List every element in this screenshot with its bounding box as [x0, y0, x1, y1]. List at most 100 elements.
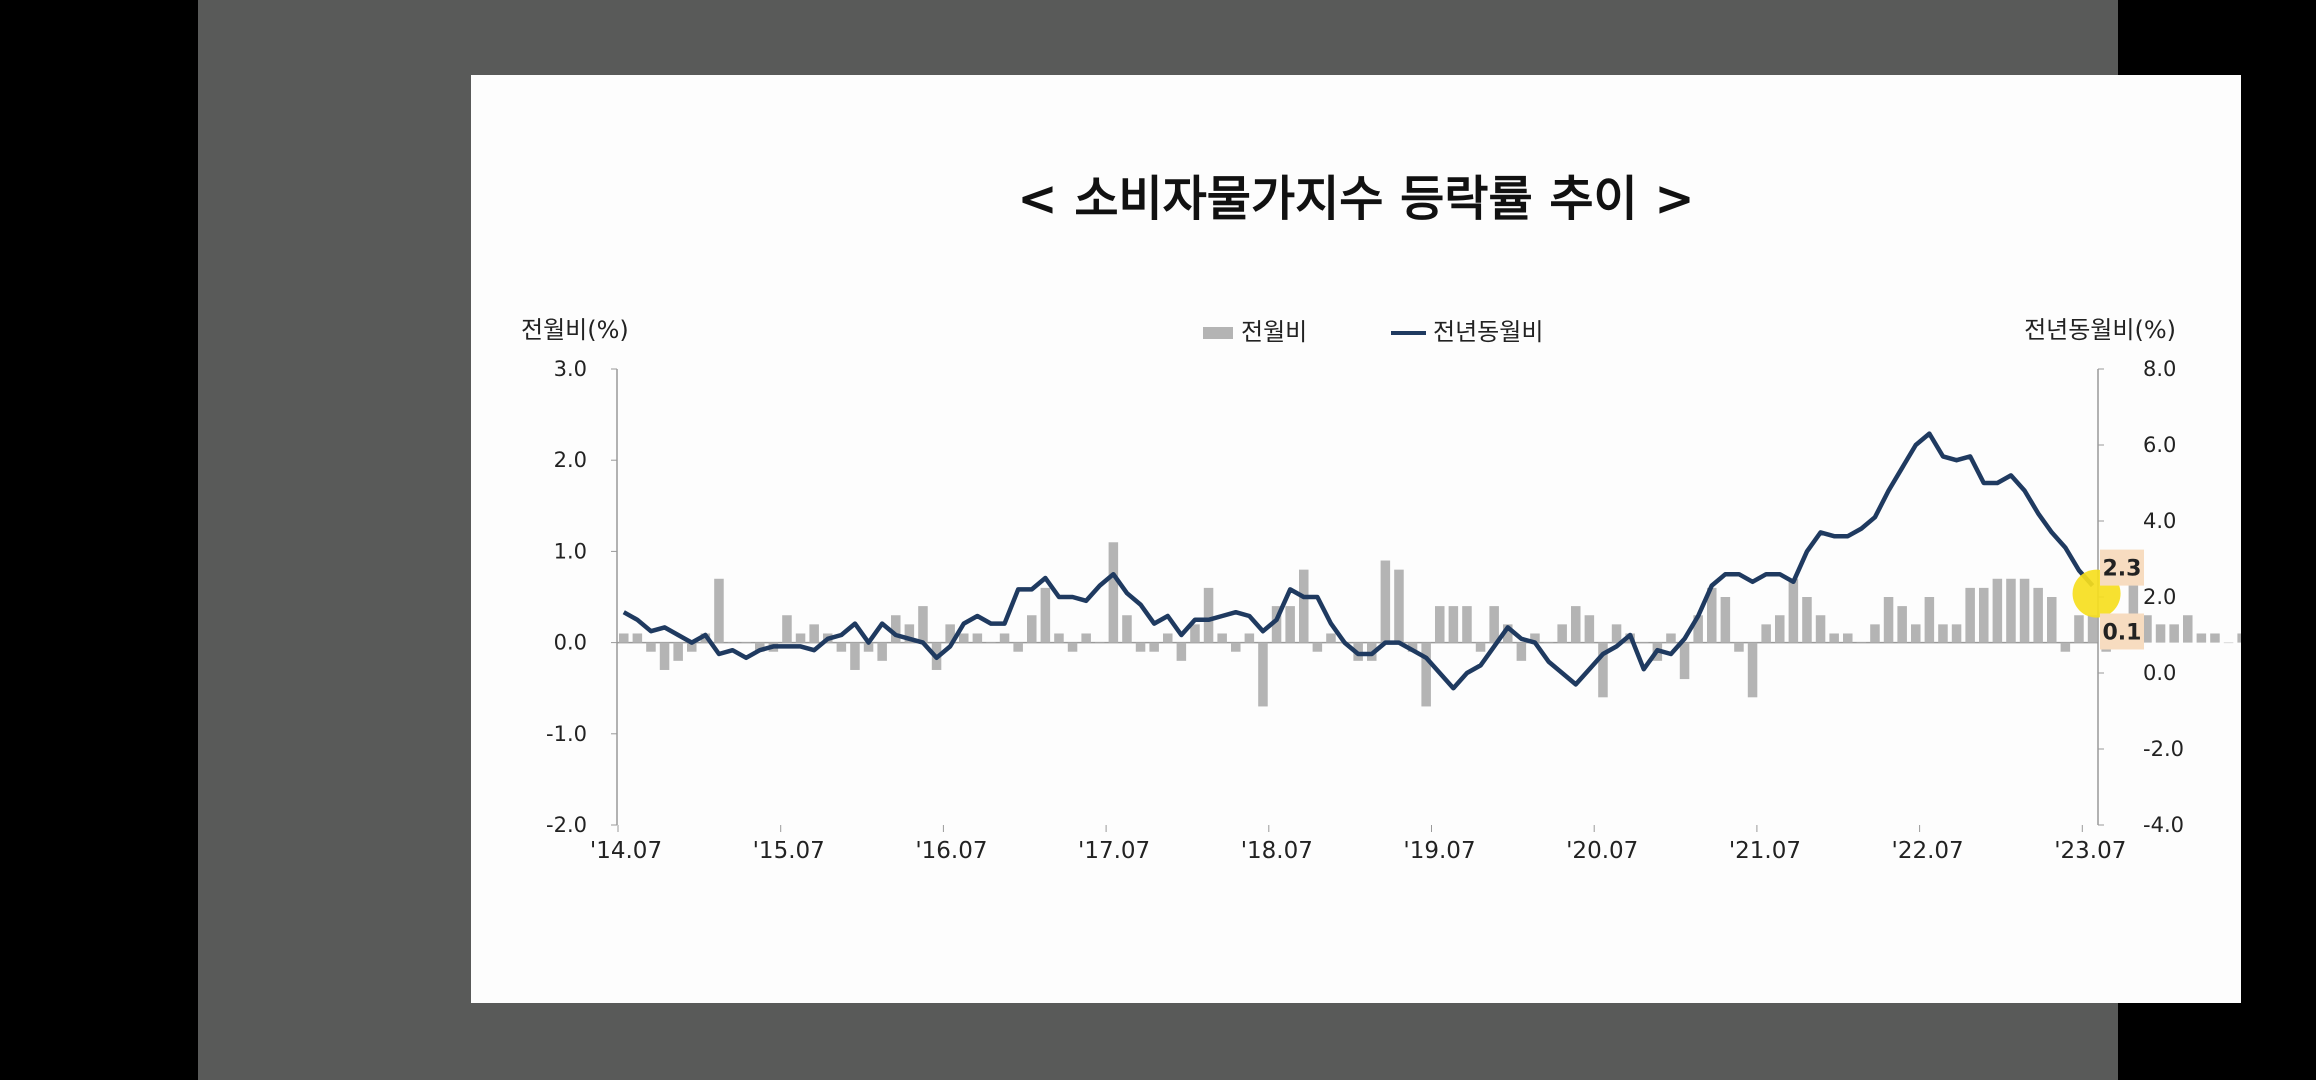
bar [2237, 633, 2241, 643]
bar [2019, 578, 2030, 643]
bar [1693, 615, 1703, 643]
callout-mom-label: 0.1 [2103, 620, 2142, 645]
bar [2142, 615, 2152, 643]
bar [1584, 615, 1595, 643]
bar [1530, 633, 1540, 643]
bar [1380, 560, 1391, 643]
bar [1938, 624, 1948, 643]
bar [863, 642, 874, 652]
bar [1203, 587, 1214, 643]
bar [632, 633, 643, 643]
y-left-axis-title: 전월비(%) [521, 316, 629, 344]
bar [877, 642, 887, 661]
bar [1802, 597, 1812, 643]
bar [918, 606, 928, 643]
callout-yoy-box [2100, 549, 2144, 586]
bar [2196, 633, 2207, 643]
x-tick-label: '18.07 [1241, 838, 1313, 864]
bar [795, 633, 806, 643]
bar [2128, 569, 2139, 643]
bar [1951, 624, 1962, 643]
bar [1475, 642, 1486, 652]
bar [1924, 597, 1935, 643]
bar [945, 624, 955, 643]
bar [673, 642, 683, 661]
bar [714, 578, 724, 643]
bar [1571, 606, 1581, 643]
bar [1081, 633, 1091, 643]
bar [782, 615, 792, 643]
legend-bar-label: 전월비 [1241, 318, 1307, 346]
legend: 전월비 전년동월비 [1203, 318, 1543, 346]
bar [659, 642, 670, 670]
bar [1462, 606, 1472, 643]
bar [1815, 615, 1826, 643]
bar [1095, 642, 1105, 644]
bar [2169, 624, 2179, 643]
bar [1870, 624, 1880, 643]
bar [1611, 624, 1622, 643]
bar [2155, 624, 2166, 643]
bar [2060, 642, 2071, 652]
bar [2183, 615, 2193, 643]
bar [1707, 587, 1717, 643]
x-tick-label: '16.07 [915, 838, 987, 864]
x-tick-label: '23.07 [2054, 838, 2126, 864]
bar [1788, 578, 1799, 643]
bar [1027, 615, 1037, 643]
bar [1067, 642, 1078, 652]
bar [2223, 642, 2234, 644]
bar [1775, 615, 1785, 643]
bar [1897, 606, 1907, 643]
bar [959, 633, 969, 643]
bar [1992, 578, 2003, 643]
bar [2087, 615, 2098, 643]
bar [1911, 624, 1921, 643]
bar [1163, 633, 1173, 643]
bar [1883, 597, 1894, 643]
chart-title: < 소비자물가지수 등락률 추이 > [1017, 171, 1694, 227]
bar [2033, 587, 2043, 643]
y-left-tick-label: 3.0 [554, 357, 587, 381]
x-tick-label: '21.07 [1729, 838, 1801, 864]
bar [1856, 642, 1867, 644]
bar [1598, 642, 1608, 698]
bar [1421, 642, 1431, 707]
y-right-tick-label: 6.0 [2143, 433, 2176, 457]
bar [727, 642, 738, 644]
cpi-chart: < 소비자물가지수 등락률 추이 > 전월비(%) 전년동월비(%) 전월비 전… [521, 171, 2241, 864]
bar [1149, 642, 1159, 652]
bar [1285, 606, 1295, 643]
bar [1747, 642, 1758, 698]
legend-bar-swatch [1203, 327, 1233, 339]
x-tick-label: '22.07 [1892, 838, 1964, 864]
bar [646, 642, 656, 652]
y-left-tick-label: 1.0 [554, 539, 587, 563]
bar [1054, 633, 1064, 643]
bar [1557, 624, 1567, 643]
x-tick-label: '14.07 [590, 838, 662, 864]
bar [1176, 642, 1187, 661]
bar [1040, 587, 1051, 643]
axes: 3.0 2.0 1.0 0.0 -1.0 -2.0 8.0 6.0 4.0 2.0 0.0 -2.0 -… [546, 357, 2184, 864]
bar [809, 624, 819, 643]
legend-line-label: 전년동월비 [1433, 318, 1543, 346]
bar [972, 633, 983, 643]
bar [1394, 569, 1404, 643]
bar [1231, 642, 1241, 652]
chart-card: < 소비자물가지수 등락률 추이 > 전월비(%) 전년동월비(%) 전월비 전… [471, 75, 2241, 1003]
bar [741, 642, 751, 644]
bar [1679, 642, 1690, 680]
bar [1829, 633, 1839, 643]
bar [999, 633, 1010, 643]
bar [1979, 587, 1989, 643]
y-left-tick-label: -1.0 [546, 722, 587, 746]
y-right-tick-label: 8.0 [2143, 357, 2176, 381]
bar [2210, 633, 2220, 643]
y-right-tick-label: -2.0 [2143, 737, 2184, 761]
y-right-axis-title: 전년동월비(%) [2024, 316, 2176, 344]
bar [1489, 606, 1499, 643]
bar [1516, 642, 1527, 661]
bar [850, 642, 860, 670]
y-right-tick-label: -4.0 [2143, 813, 2184, 837]
